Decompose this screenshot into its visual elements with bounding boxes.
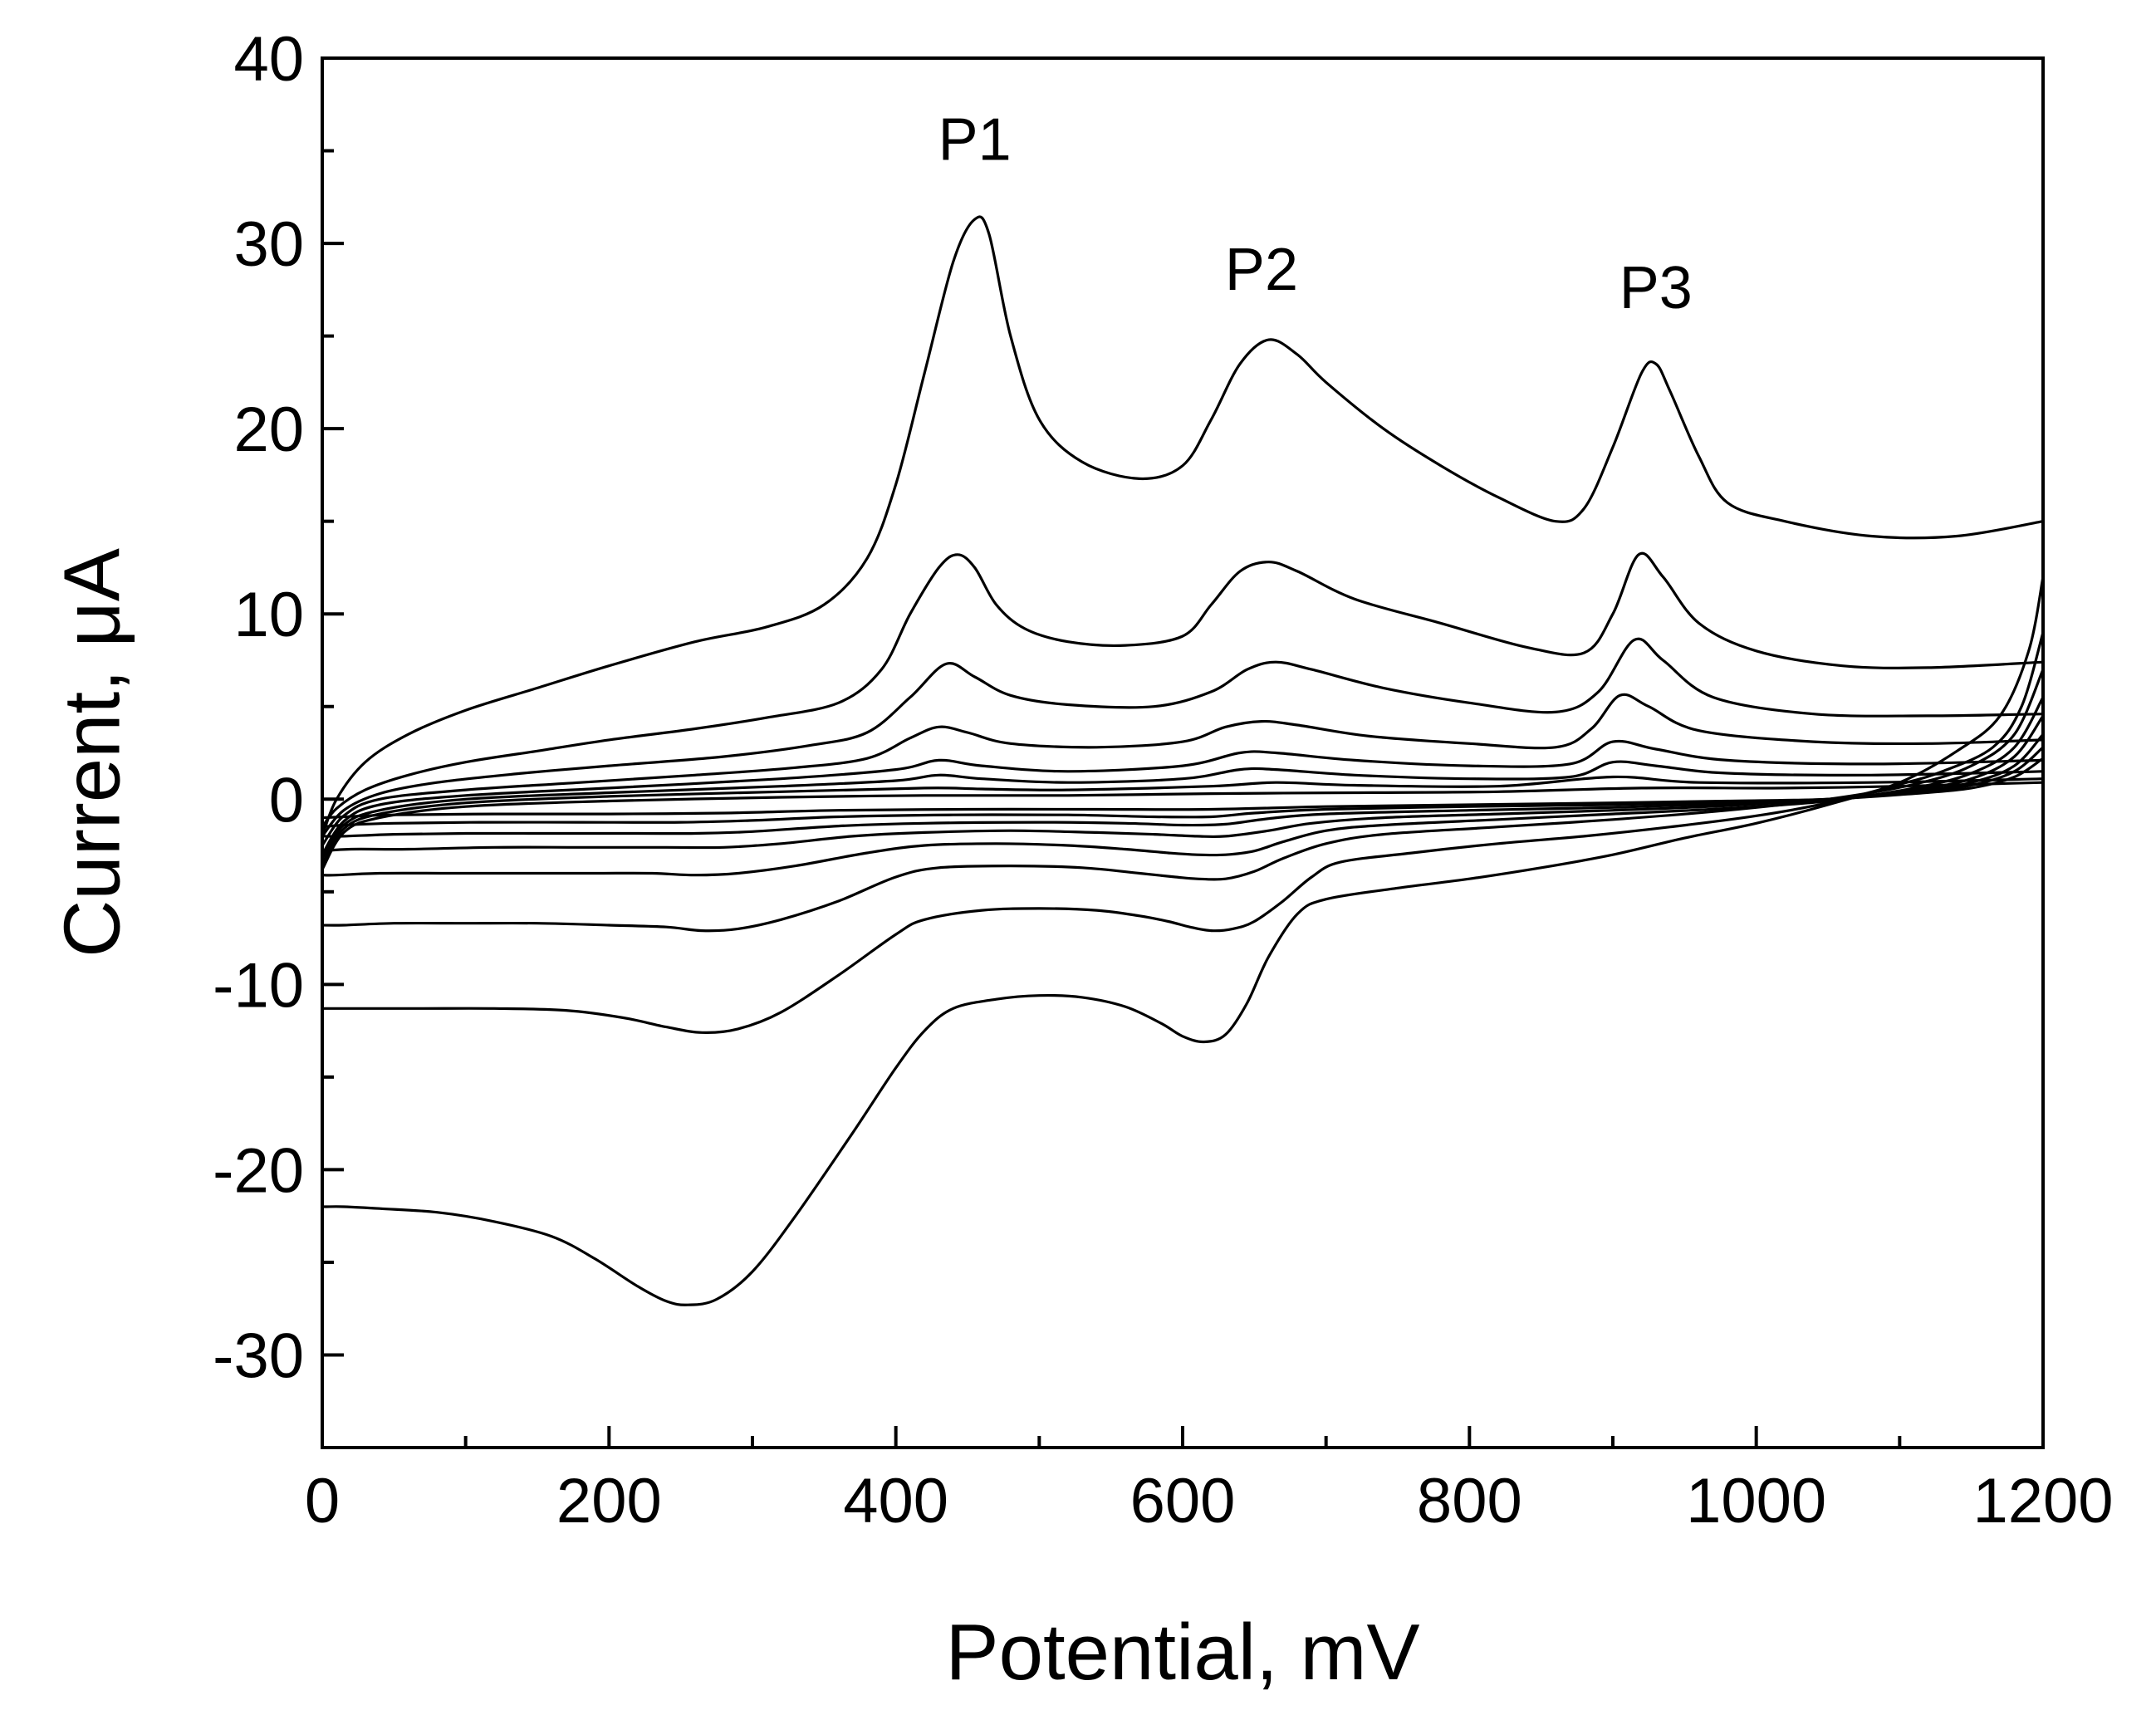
x-tick-label: 200 [556,1466,662,1536]
x-tick-label: 400 [843,1466,948,1536]
x-tick-label: 0 [305,1466,340,1536]
voltammogram-curves [321,215,2045,1306]
series-line-cathodic-4 [321,696,2045,877]
series-line-cathodic-8 [321,757,2045,820]
series-line-anodic-6 [321,760,2045,860]
x-tick-label: 800 [1417,1466,1522,1536]
series-line-anodic-5 [321,739,2045,856]
series-line-anodic-1 [321,215,2045,838]
series-line-anodic-2 [321,551,2045,829]
y-tick-label: 0 [269,765,304,835]
x-axis-title: Potential, mV [946,1608,1420,1697]
peak-label-p1: P1 [938,107,1012,174]
x-axis-ticks: 0 200 400 600 800 1000 1200 [305,1426,2114,1536]
y-tick-label: -10 [213,950,304,1021]
y-axis-ticks: -30 -20 -10 0 10 20 30 40 [213,24,344,1449]
series-line-anodic-8 [321,781,2045,871]
series-line-cathodic-2 [321,630,2045,1034]
series-line-anodic-7 [321,775,2045,865]
x-tick-label: 1000 [1686,1466,1826,1536]
peak-annotations: P1 P2 P3 [938,107,1693,321]
peak-label-p2: P2 [1225,237,1298,303]
y-tick-label: 10 [233,580,304,650]
y-tick-label: -20 [213,1135,304,1206]
y-tick-label: 40 [233,24,304,95]
series-line-cathodic-1 [321,576,2045,1306]
y-tick-label: 30 [233,209,304,280]
y-tick-label: 20 [233,394,304,465]
x-tick-label: 1200 [1972,1466,2113,1536]
series-line-anodic-4 [321,693,2045,847]
x-tick-label: 600 [1130,1466,1236,1536]
y-axis-title: Current, μA [47,548,136,958]
peak-label-p3: P3 [1619,255,1693,321]
series-line-anodic-3 [321,637,2045,838]
y-tick-label: -30 [213,1320,304,1391]
